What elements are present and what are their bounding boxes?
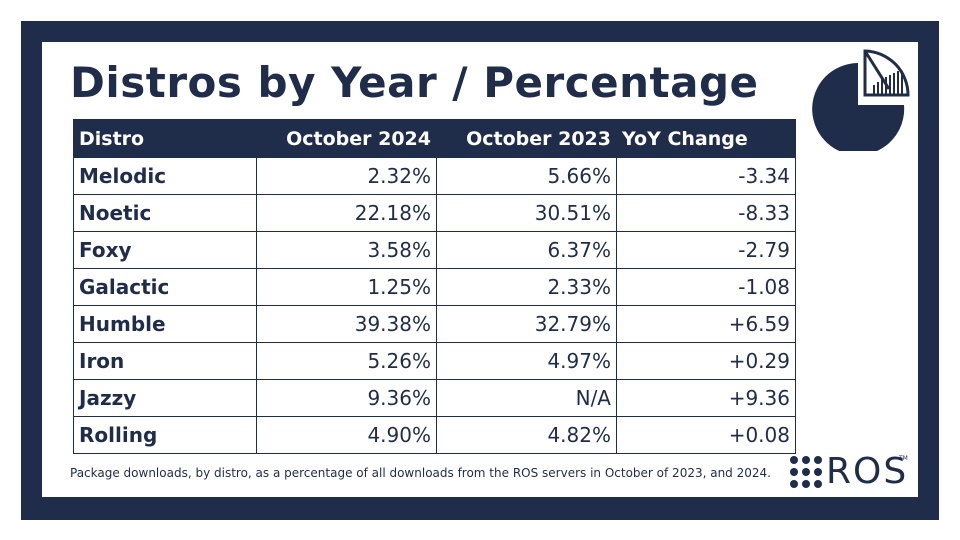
table-row: Iron 5.26% 4.97% +0.29: [73, 342, 796, 380]
oct-2024-value: 3.58%: [256, 231, 437, 269]
yoy-change-value: -3.34: [616, 157, 796, 195]
oct-2024-value: 2.32%: [256, 157, 437, 195]
oct-2024-value: 1.25%: [256, 268, 437, 306]
yoy-change-value: -1.08: [616, 268, 796, 306]
yoy-change-value: +0.08: [616, 416, 796, 454]
oct-2023-value: 6.37%: [436, 231, 617, 269]
oct-2024-value: 4.90%: [256, 416, 437, 454]
column-header-october-2024: October 2024: [256, 119, 437, 158]
oct-2023-value: 32.79%: [436, 305, 617, 343]
table-row: Rolling 4.90% 4.82% +0.08: [73, 416, 796, 454]
yoy-change-value: +0.29: [616, 342, 796, 380]
distro-name: Humble: [73, 305, 257, 343]
footnote: Package downloads, by distro, as a perce…: [70, 466, 771, 480]
oct-2024-value: 5.26%: [256, 342, 437, 380]
trademark-mark: TM: [899, 455, 908, 462]
column-header-distro: Distro: [73, 119, 257, 158]
distro-name: Jazzy: [73, 379, 257, 417]
distro-name: Galactic: [73, 268, 257, 306]
yoy-change-value: +9.36: [616, 379, 796, 417]
distro-name: Noetic: [73, 194, 257, 232]
pie-chart-icon: [812, 49, 910, 151]
yoy-change-value: +6.59: [616, 305, 796, 343]
distro-name: Foxy: [73, 231, 257, 269]
yoy-change-value: -2.79: [616, 231, 796, 269]
column-header-october-2023: October 2023: [436, 119, 617, 158]
ros-logo: ROS TM: [789, 451, 913, 493]
oct-2023-value: 2.33%: [436, 268, 617, 306]
page-title: Distros by Year / Percentage: [70, 58, 759, 107]
distro-name: Rolling: [73, 416, 257, 454]
oct-2023-value: N/A: [436, 379, 617, 417]
table-row: Noetic 22.18% 30.51% -8.33: [73, 194, 796, 232]
table-header-row: Distro October 2024 October 2023 YoY Cha…: [73, 119, 796, 158]
table-row: Humble 39.38% 32.79% +6.59: [73, 305, 796, 343]
yoy-change-value: -8.33: [616, 194, 796, 232]
oct-2023-value: 30.51%: [436, 194, 617, 232]
ros-logo-text: ROS: [826, 451, 909, 492]
ros-dots-icon: [790, 456, 822, 488]
table-row: Jazzy 9.36% N/A +9.36: [73, 379, 796, 417]
oct-2023-value: 4.82%: [436, 416, 617, 454]
distro-name: Iron: [73, 342, 257, 380]
column-header-yoy-change: YoY Change: [616, 119, 796, 158]
table-row: Foxy 3.58% 6.37% -2.79: [73, 231, 796, 269]
oct-2024-value: 22.18%: [256, 194, 437, 232]
distro-table: Distro October 2024 October 2023 YoY Cha…: [73, 119, 796, 454]
oct-2023-value: 5.66%: [436, 157, 617, 195]
oct-2024-value: 39.38%: [256, 305, 437, 343]
oct-2023-value: 4.97%: [436, 342, 617, 380]
table-row: Melodic 2.32% 5.66% -3.34: [73, 157, 796, 195]
oct-2024-value: 9.36%: [256, 379, 437, 417]
table-row: Galactic 1.25% 2.33% -1.08: [73, 268, 796, 306]
distro-name: Melodic: [73, 157, 257, 195]
